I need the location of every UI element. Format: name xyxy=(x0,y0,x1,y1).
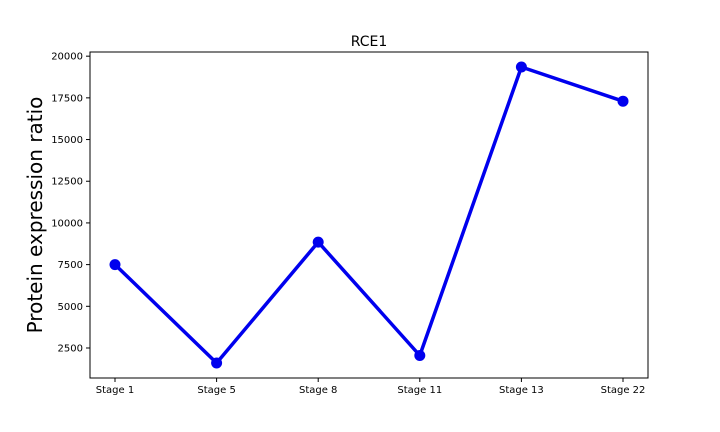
x-tick-label: Stage 8 xyxy=(299,385,337,396)
x-tick-label: Stage 22 xyxy=(601,385,646,396)
plot-frame xyxy=(89,51,649,379)
chart-title: RCE1 xyxy=(351,34,388,50)
y-tick-label: 7500 xyxy=(58,260,83,271)
y-tick-label: 2500 xyxy=(58,343,83,354)
y-tick-label: 10000 xyxy=(51,218,83,229)
x-tick-label: Stage 5 xyxy=(197,385,235,396)
data-point xyxy=(414,349,426,361)
series-layer xyxy=(109,61,629,369)
y-tick-label: 20000 xyxy=(51,52,83,63)
data-point xyxy=(109,259,121,271)
x-tick-label: Stage 13 xyxy=(499,385,544,396)
y-tick-label: 5000 xyxy=(58,302,83,313)
y-tick-label: 17500 xyxy=(51,93,83,104)
data-point xyxy=(211,357,223,369)
y-tick-label: 15000 xyxy=(51,135,83,146)
data-point xyxy=(617,95,629,107)
x-axis: Stage 1 Stage 5 Stage 8 Stage 11 Stage 13 Sta… xyxy=(96,378,646,396)
x-tick-label: Stage 1 xyxy=(96,385,134,396)
y-axis-label: Protein expression ratio xyxy=(23,97,47,334)
data-point xyxy=(515,61,527,73)
y-tick-label: 12500 xyxy=(51,177,83,188)
series-line xyxy=(113,65,625,365)
x-tick-label: Stage 11 xyxy=(397,385,442,396)
data-point xyxy=(312,236,324,248)
y-axis: 2500 5000 7500 10000 12500 15000 17500 20000 xyxy=(51,52,90,354)
